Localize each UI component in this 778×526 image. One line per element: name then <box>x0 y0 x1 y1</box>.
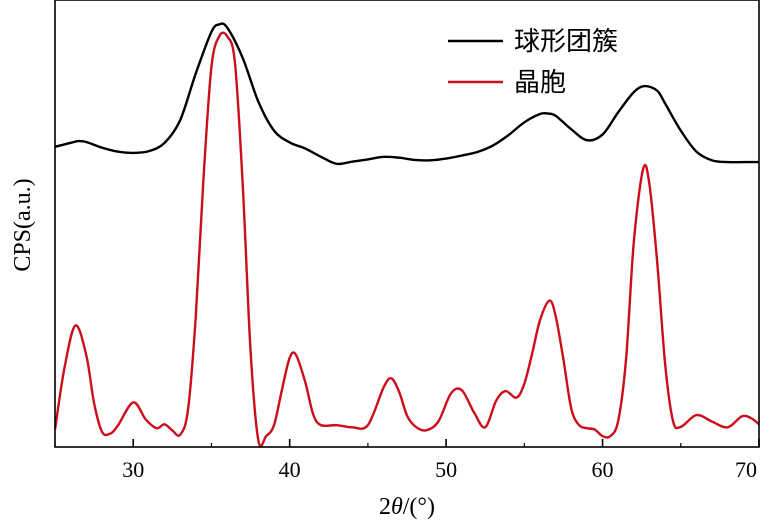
legend-label-spherical-cluster: 球形团簇 <box>514 27 618 57</box>
x-tick-label: 40 <box>279 457 301 482</box>
x-axis-label-prefix: 2 <box>379 494 391 520</box>
series-layer <box>55 22 760 447</box>
legend-label-unit-cell: 晶胞 <box>514 68 566 98</box>
x-axis-label-suffix: /(°) <box>403 494 435 520</box>
legend: 球形团簇 晶胞 <box>448 27 618 98</box>
x-tick-label: 60 <box>592 457 614 482</box>
x-axis-ticks: 30 40 50 60 70 <box>54 439 760 482</box>
x-tick-label: 70 <box>735 457 757 482</box>
plot-frame <box>54 0 760 448</box>
x-tick-label: 50 <box>435 457 457 482</box>
series-line-unit-cell <box>55 31 760 447</box>
series-line-spherical-cluster <box>55 22 759 166</box>
x-axis-label: 2θ/(°) <box>379 494 435 520</box>
y-axis-label: CPS(a.u.) <box>10 178 36 271</box>
x-axis-label-symbol: θ <box>391 494 403 520</box>
x-tick-label: 30 <box>122 457 144 482</box>
